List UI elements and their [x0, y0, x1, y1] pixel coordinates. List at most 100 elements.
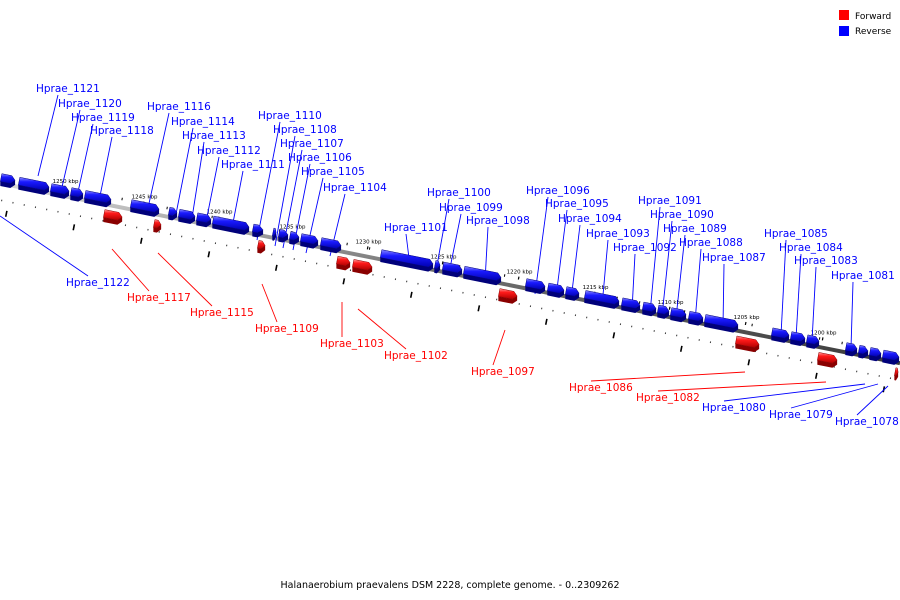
gene-arrow-side: [153, 224, 162, 233]
gene-arrow-side: [50, 191, 70, 199]
gene-arrow: [670, 307, 687, 323]
gene-label[interactable]: Hprae_1094: [558, 213, 622, 225]
gene-label[interactable]: Hprae_1096: [526, 185, 590, 197]
gene-label[interactable]: Hprae_1117: [127, 292, 191, 304]
gene-label[interactable]: Hprae_1099: [439, 202, 503, 214]
gene-label[interactable]: Hprae_1121: [36, 83, 100, 95]
gene-arrow-body: [790, 331, 806, 342]
lower-tick: [274, 264, 278, 271]
gene-labels: Hprae_1121 Hprae_1120 Hprae_1119Hprae_1118…: [36, 83, 899, 428]
gene-arrow-side: [352, 267, 373, 275]
gene-label[interactable]: Hprae_1086: [569, 382, 633, 394]
gene-arrow-side: [845, 348, 858, 357]
gene-arrow-side: [621, 305, 641, 314]
gene-label[interactable]: Hprae_1085: [764, 228, 828, 240]
gene-label[interactable]: Hprae_1084: [779, 242, 843, 254]
gene-arrow-body: [670, 307, 687, 318]
gene-label[interactable]: Hprae_1119: [71, 112, 135, 124]
gene-label[interactable]: Hprae_1100: [427, 187, 491, 199]
scale-label: 1225 kbp: [431, 254, 457, 260]
gene-arrow-body: [289, 231, 300, 241]
gene-label[interactable]: Hprae_1115: [190, 307, 254, 319]
gene-label[interactable]: Hprae_1102: [384, 350, 448, 362]
gene-label[interactable]: Hprae_1111: [221, 159, 285, 171]
gene-label[interactable]: Hprae_1097: [471, 366, 535, 378]
gene-arrow: [434, 260, 441, 274]
gene-label[interactable]: Hprae_1098: [466, 215, 530, 227]
scale-label: 1200 kbp: [811, 330, 837, 336]
gene-label[interactable]: Hprae_1079: [769, 409, 833, 421]
gene-label[interactable]: Hprae_1078: [835, 416, 899, 428]
gene-arrow: [621, 297, 641, 314]
gene-label[interactable]: Hprae_1089: [663, 223, 727, 235]
gene-label[interactable]: Hprae_1103: [320, 338, 384, 350]
gene-label[interactable]: Hprae_1113: [182, 130, 246, 142]
gene-arrow: [0, 173, 16, 189]
leader-line: [231, 170, 244, 229]
gene-label[interactable]: Hprae_1116: [147, 101, 211, 113]
gene-arrow: [817, 352, 838, 368]
gene-arrow-side: [380, 257, 434, 272]
gene-arrow-side: [704, 322, 739, 333]
gene-label[interactable]: Hprae_1112: [197, 145, 261, 157]
gene-arrow: [289, 231, 300, 245]
leader-line: [256, 121, 281, 241]
gene-arrow-side: [442, 269, 463, 278]
gene-label[interactable]: Hprae_1107: [280, 138, 344, 150]
gene-label[interactable]: Hprae_1081: [831, 270, 895, 282]
leader-line: [649, 206, 661, 314]
gene-label[interactable]: Hprae_1105: [301, 166, 365, 178]
scale-label: 1215 kbp: [583, 285, 609, 291]
gene-label[interactable]: Hprae_1109: [255, 323, 319, 335]
gene-label[interactable]: Hprae_1082: [636, 392, 700, 404]
gene-label[interactable]: Hprae_1093: [586, 228, 650, 240]
leader-line: [261, 283, 278, 323]
gene-arrow-body: [196, 212, 212, 223]
gene-label[interactable]: Hprae_1101: [384, 222, 448, 234]
leader-line: [722, 263, 725, 328]
major-tick: [517, 276, 520, 280]
gene-arrow: [547, 282, 565, 298]
gene-label[interactable]: Hprae_1110: [258, 110, 322, 122]
gene-arrow: [17, 176, 50, 195]
gene-label[interactable]: Hprae_1083: [794, 255, 858, 267]
leader-line: [555, 209, 568, 298]
gene-label[interactable]: Hprae_1087: [702, 252, 766, 264]
gene-arrow-side: [817, 360, 838, 368]
leader-line: [205, 156, 220, 223]
gene-arrow-body: [300, 233, 319, 245]
gene-label[interactable]: Hprae_1091: [638, 195, 702, 207]
gene-label[interactable]: Hprae_1122: [66, 277, 130, 289]
gene-arrow-side: [257, 245, 266, 254]
gene-label[interactable]: Hprae_1114: [171, 116, 235, 128]
gene-label[interactable]: Hprae_1118: [90, 125, 154, 137]
gene-label[interactable]: Hprae_1090: [650, 209, 714, 221]
leader-line: [435, 198, 450, 272]
gene-arrow-body: [434, 260, 441, 270]
gene-label[interactable]: Hprae_1108: [273, 124, 337, 136]
gene-label[interactable]: Hprae_1092: [613, 242, 677, 254]
gene-arrow-side: [168, 212, 178, 221]
gene-arrow-body: [83, 190, 112, 203]
gene-arrow: [882, 349, 900, 365]
scale-label: 1210 kbp: [658, 300, 684, 306]
gene-arrow: [735, 335, 760, 353]
leader-line: [780, 239, 787, 336]
gene-arrow-side: [252, 230, 264, 238]
gene-label[interactable]: Hprae_1095: [545, 198, 609, 210]
lower-tick: [4, 210, 8, 217]
gene-arrow-body: [498, 288, 518, 300]
gene-label[interactable]: Hprae_1120: [58, 98, 122, 110]
gene-arrow-side: [178, 216, 196, 225]
gene-label[interactable]: Hprae_1088: [679, 237, 743, 249]
leader-line: [99, 136, 113, 197]
gene-arrow-body: [272, 227, 277, 237]
gene-arrow-side: [642, 308, 657, 317]
gene-label[interactable]: Hprae_1104: [323, 182, 387, 194]
scale-label: 1220 kbp: [507, 270, 533, 276]
leader-line: [790, 383, 879, 409]
gene-label[interactable]: Hprae_1080: [702, 402, 766, 414]
gene-arrow-body: [806, 334, 820, 345]
gene-features: [0, 173, 900, 381]
gene-label[interactable]: Hprae_1106: [288, 152, 352, 164]
